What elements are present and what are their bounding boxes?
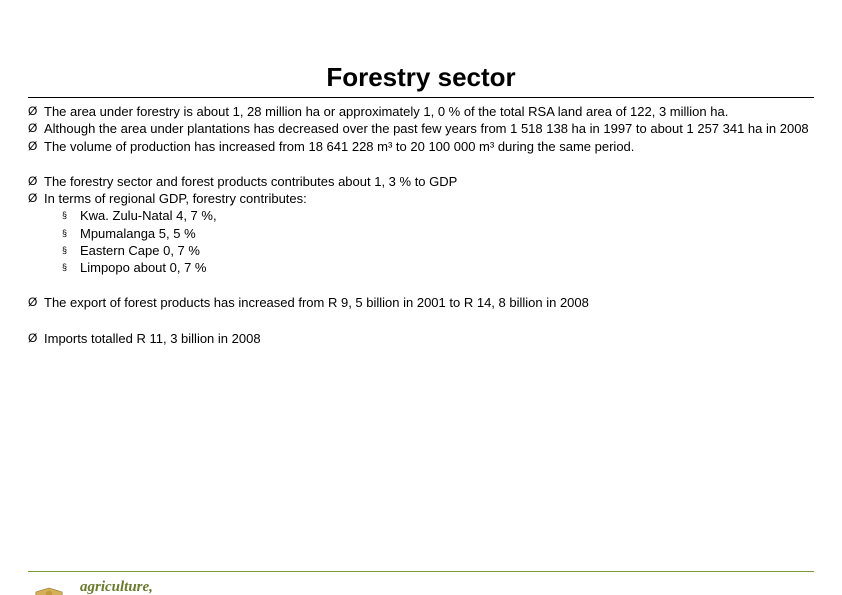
footer-divider — [28, 571, 814, 572]
square-icon: § — [62, 226, 80, 241]
sub-bullet-text: Mpumalanga 5, 5 % — [80, 226, 814, 242]
brand-line1: agriculture, — [80, 580, 220, 595]
footer: agriculture, forestry & fisheries Depart… — [28, 571, 814, 595]
square-icon: § — [62, 208, 80, 223]
bullet-item: Ø The volume of production has increased… — [28, 139, 814, 155]
arrow-icon: Ø — [28, 191, 44, 207]
sub-bullet-text: Limpopo about 0, 7 % — [80, 260, 814, 276]
page-title: Forestry sector — [0, 62, 842, 93]
bullet-item: Ø Imports totalled R 11, 3 billion in 20… — [28, 331, 814, 347]
bullet-text: The volume of production has increased f… — [44, 139, 814, 155]
bullet-item: Ø In terms of regional GDP, forestry con… — [28, 191, 814, 207]
bullet-text: Imports totalled R 11, 3 billion in 2008 — [44, 331, 814, 347]
arrow-icon: Ø — [28, 331, 44, 347]
bullet-item: Ø The area under forestry is about 1, 28… — [28, 104, 814, 120]
slide: Forestry sector Ø The area under forestr… — [0, 62, 842, 595]
arrow-icon: Ø — [28, 139, 44, 155]
sub-bullet-item: § Limpopo about 0, 7 % — [62, 260, 814, 276]
logo-block: agriculture, forestry & fisheries Depart… — [28, 580, 220, 595]
sub-bullet-item: § Kwa. Zulu-Natal 4, 7 %, — [62, 208, 814, 224]
footer-inner: agriculture, forestry & fisheries Depart… — [28, 580, 814, 595]
square-icon: § — [62, 260, 80, 275]
sub-bullet-text: Eastern Cape 0, 7 % — [80, 243, 814, 259]
bullet-item: Ø The export of forest products has incr… — [28, 295, 814, 311]
sub-bullet-item: § Mpumalanga 5, 5 % — [62, 226, 814, 242]
arrow-icon: Ø — [28, 174, 44, 190]
sub-bullet-item: § Eastern Cape 0, 7 % — [62, 243, 814, 259]
bullet-text: The export of forest products has increa… — [44, 295, 814, 311]
title-divider — [28, 97, 814, 98]
sub-bullet-text: Kwa. Zulu-Natal 4, 7 %, — [80, 208, 814, 224]
coat-of-arms-icon — [28, 586, 70, 595]
arrow-icon: Ø — [28, 121, 44, 137]
logo-text: agriculture, forestry & fisheries Depart… — [80, 580, 220, 595]
bullet-item: Ø The forestry sector and forest product… — [28, 174, 814, 190]
sub-list: § Kwa. Zulu-Natal 4, 7 %, § Mpumalanga 5… — [62, 208, 814, 276]
bullet-text: Although the area under plantations has … — [44, 121, 814, 137]
bullet-text: The forestry sector and forest products … — [44, 174, 814, 190]
bullet-item: Ø Although the area under plantations ha… — [28, 121, 814, 137]
bullet-text: The area under forestry is about 1, 28 m… — [44, 104, 814, 120]
arrow-icon: Ø — [28, 104, 44, 120]
bullet-text: In terms of regional GDP, forestry contr… — [44, 191, 814, 207]
content-area: Ø The area under forestry is about 1, 28… — [0, 104, 842, 347]
square-icon: § — [62, 243, 80, 258]
arrow-icon: Ø — [28, 295, 44, 311]
